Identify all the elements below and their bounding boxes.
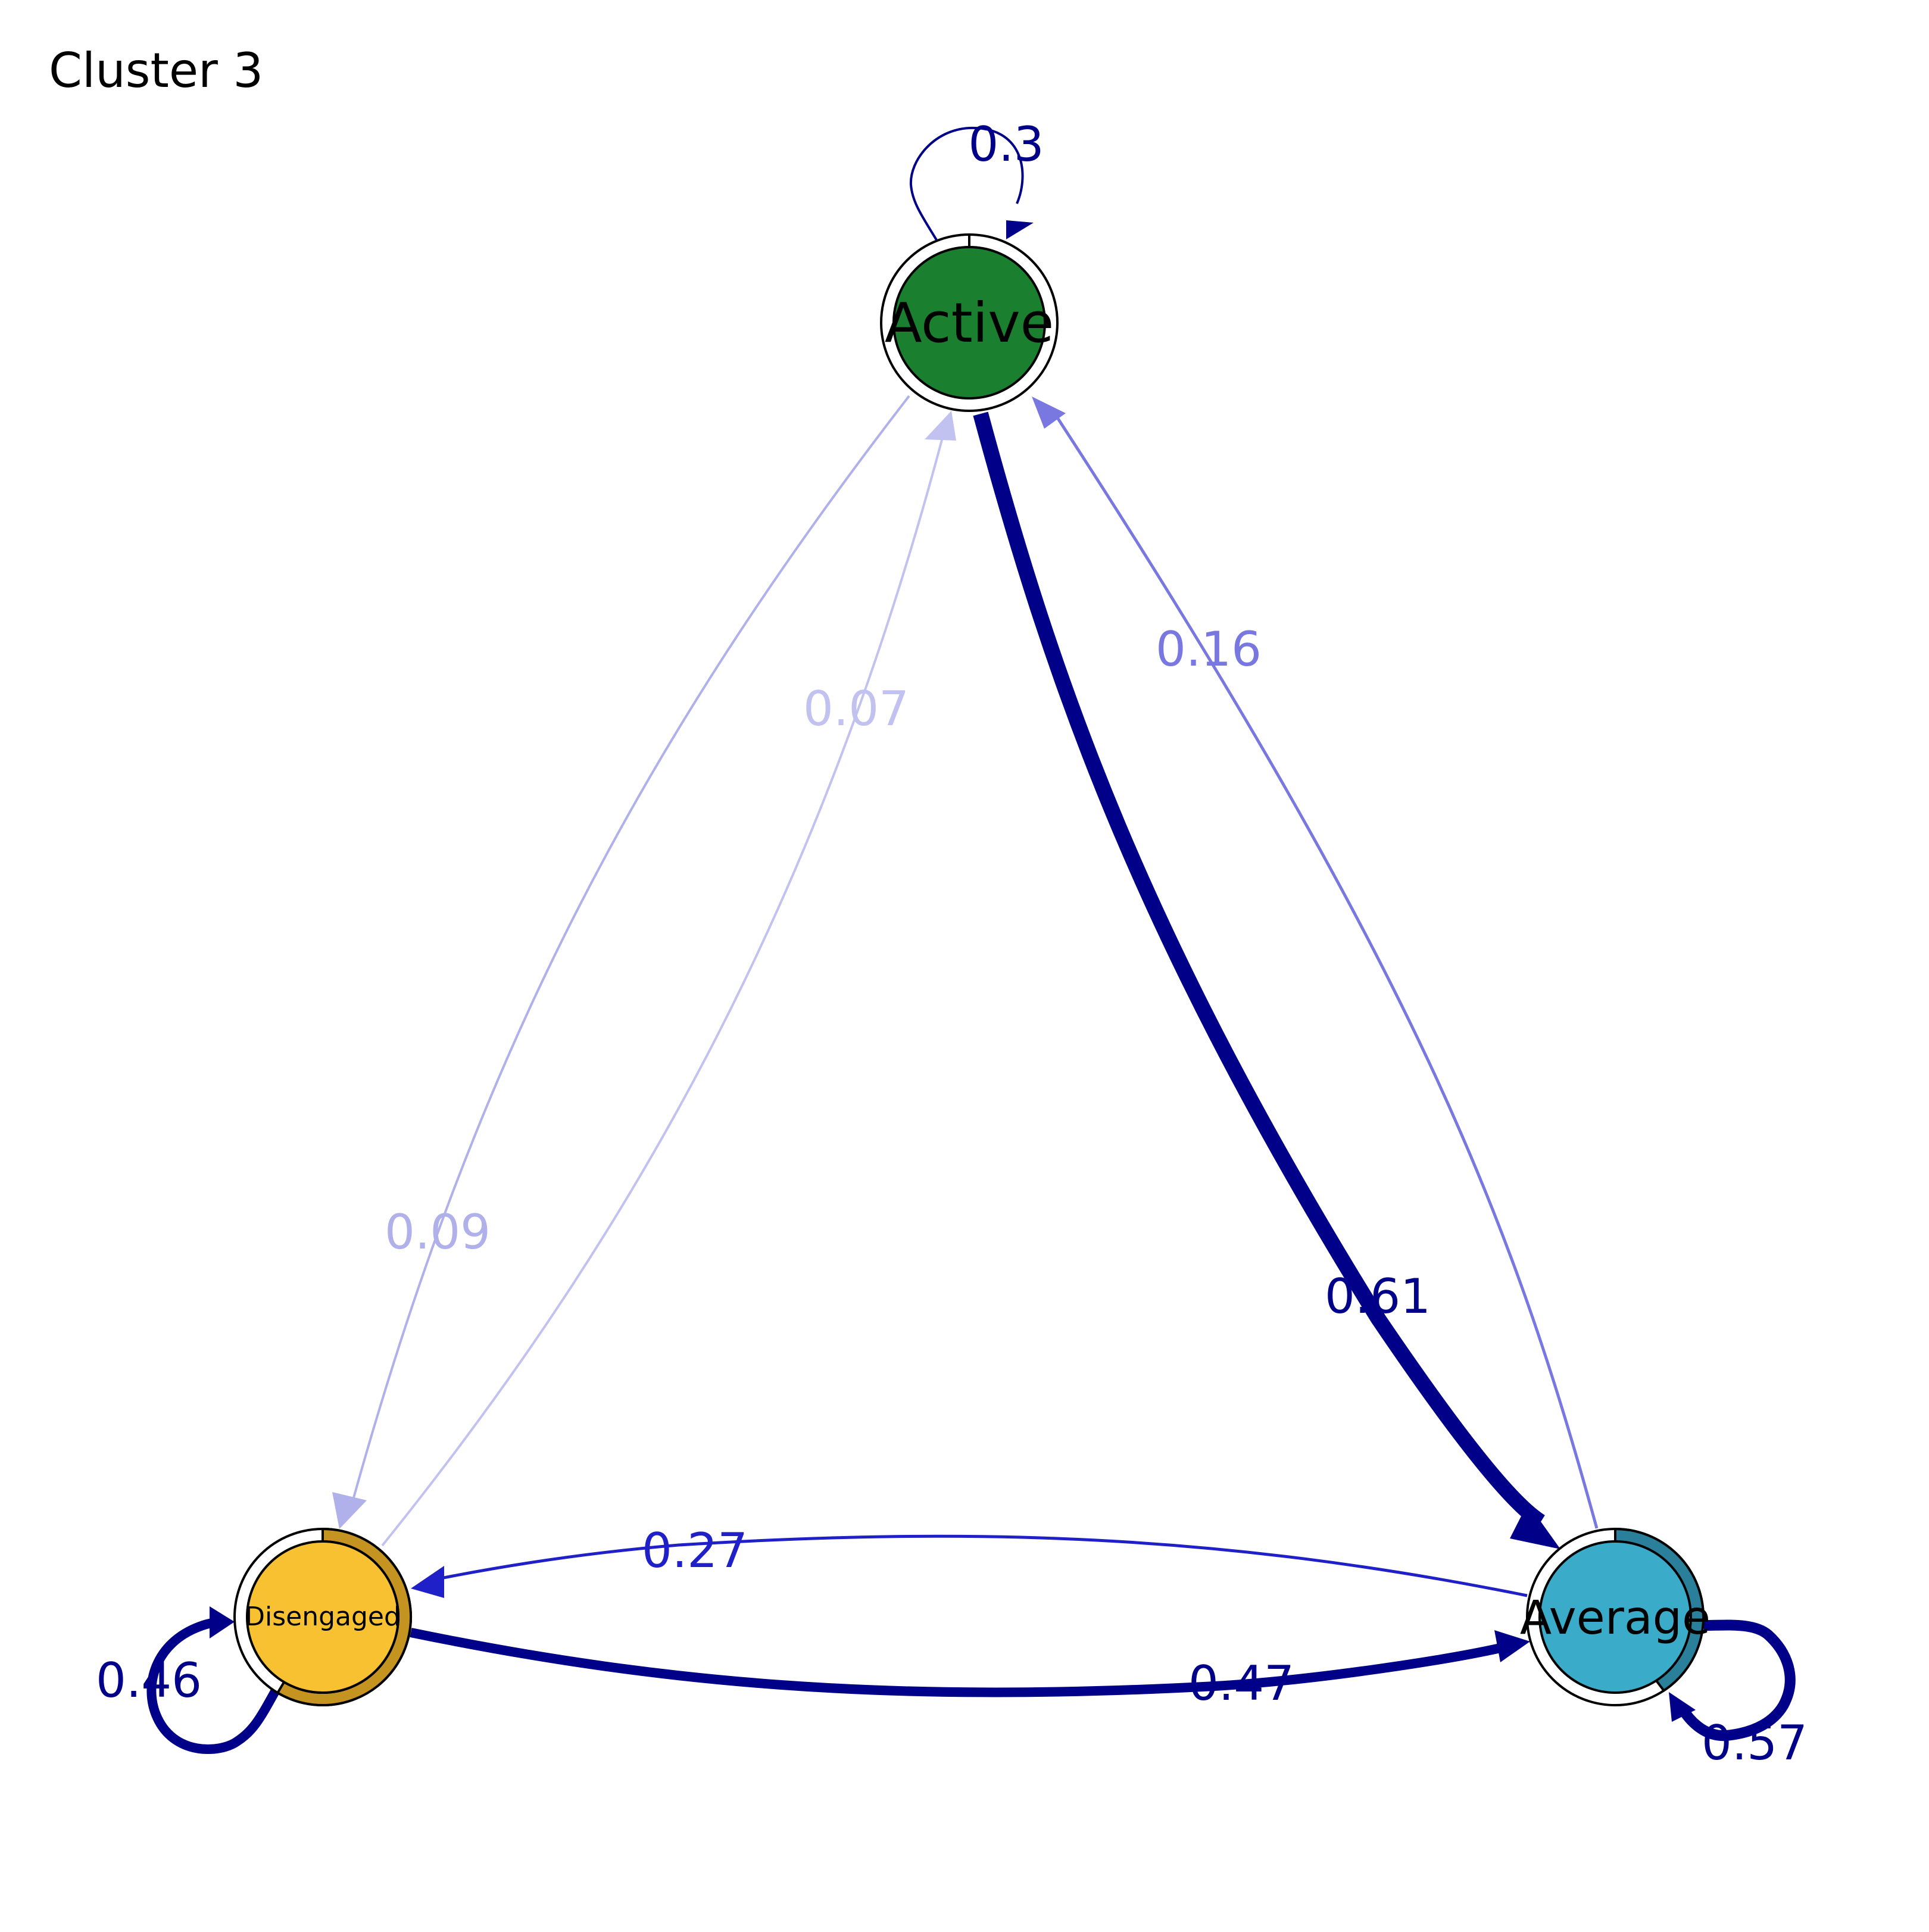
node-average[interactable]: Average <box>1520 1527 1710 1706</box>
edge-label-disengaged-active: 0.07 <box>803 681 909 736</box>
node-active[interactable]: Active <box>880 233 1059 412</box>
node-disengaged-circle <box>246 1540 399 1694</box>
edge-disengaged-disengaged-arrow <box>210 1606 235 1638</box>
edge-label-disengaged-disengaged: 0.46 <box>96 1653 202 1708</box>
edge-average-disengaged-line <box>434 1534 1528 1597</box>
edge-label-average-disengaged: 0.27 <box>642 1523 748 1578</box>
edge-label-active-active: 0.3 <box>968 117 1044 172</box>
edge-average-active-line <box>1055 416 1599 1529</box>
edge-label-active-average: 0.61 <box>1325 1269 1431 1324</box>
node-active-label: Active <box>885 291 1054 355</box>
node-active-circle <box>892 246 1046 399</box>
edge-disengaged-average-line <box>410 1628 1502 1697</box>
edge-average-active: 0.16 <box>1032 397 1599 1529</box>
edge-active-disengaged: 0.09 <box>332 395 910 1529</box>
edge-active-active: 0.3 <box>909 117 1044 241</box>
edge-disengaged-active-line <box>381 437 944 1547</box>
edge-average-average: 0.57 <box>1669 1619 1808 1771</box>
edge-average-average-arrow <box>1669 1692 1696 1722</box>
edge-active-active-line <box>909 126 1024 241</box>
edge-label-average-active: 0.16 <box>1156 622 1262 677</box>
edge-disengaged-active-arrow <box>925 411 956 441</box>
edge-label-average-average: 0.57 <box>1702 1715 1808 1771</box>
edge-label-disengaged-average: 0.47 <box>1188 1656 1294 1711</box>
edge-active-active-arrow <box>1006 220 1034 239</box>
edge-disengaged-average: 0.47 <box>410 1628 1530 1711</box>
node-disengaged[interactable]: Disengaged <box>233 1527 413 1706</box>
edge-disengaged-active: 0.07 <box>381 411 956 1547</box>
node-average-circle <box>1538 1540 1692 1694</box>
edge-disengaged-disengaged-line <box>146 1618 282 1754</box>
edge-active-disengaged-arrow <box>332 1492 367 1529</box>
edge-disengaged-disengaged: 0.46 <box>96 1606 282 1754</box>
edge-active-average-arrow <box>1510 1503 1560 1549</box>
edge-average-disengaged: 0.27 <box>411 1523 1528 1598</box>
node-disengaged-label: Disengaged <box>245 1602 401 1632</box>
node-average-label: Average <box>1520 1591 1710 1645</box>
edge-average-disengaged-arrow <box>411 1566 444 1598</box>
edge-active-average-line <box>973 411 1546 1529</box>
edge-active-disengaged-line <box>350 395 910 1507</box>
edge-average-average-line <box>1678 1619 1796 1741</box>
edge-average-active-arrow <box>1032 397 1066 429</box>
edge-label-active-disengaged: 0.09 <box>385 1204 491 1260</box>
figure-title: Cluster 3 <box>49 43 263 98</box>
edge-disengaged-average-arrow <box>1494 1630 1530 1662</box>
edge-active-average: 0.61 <box>973 411 1560 1549</box>
